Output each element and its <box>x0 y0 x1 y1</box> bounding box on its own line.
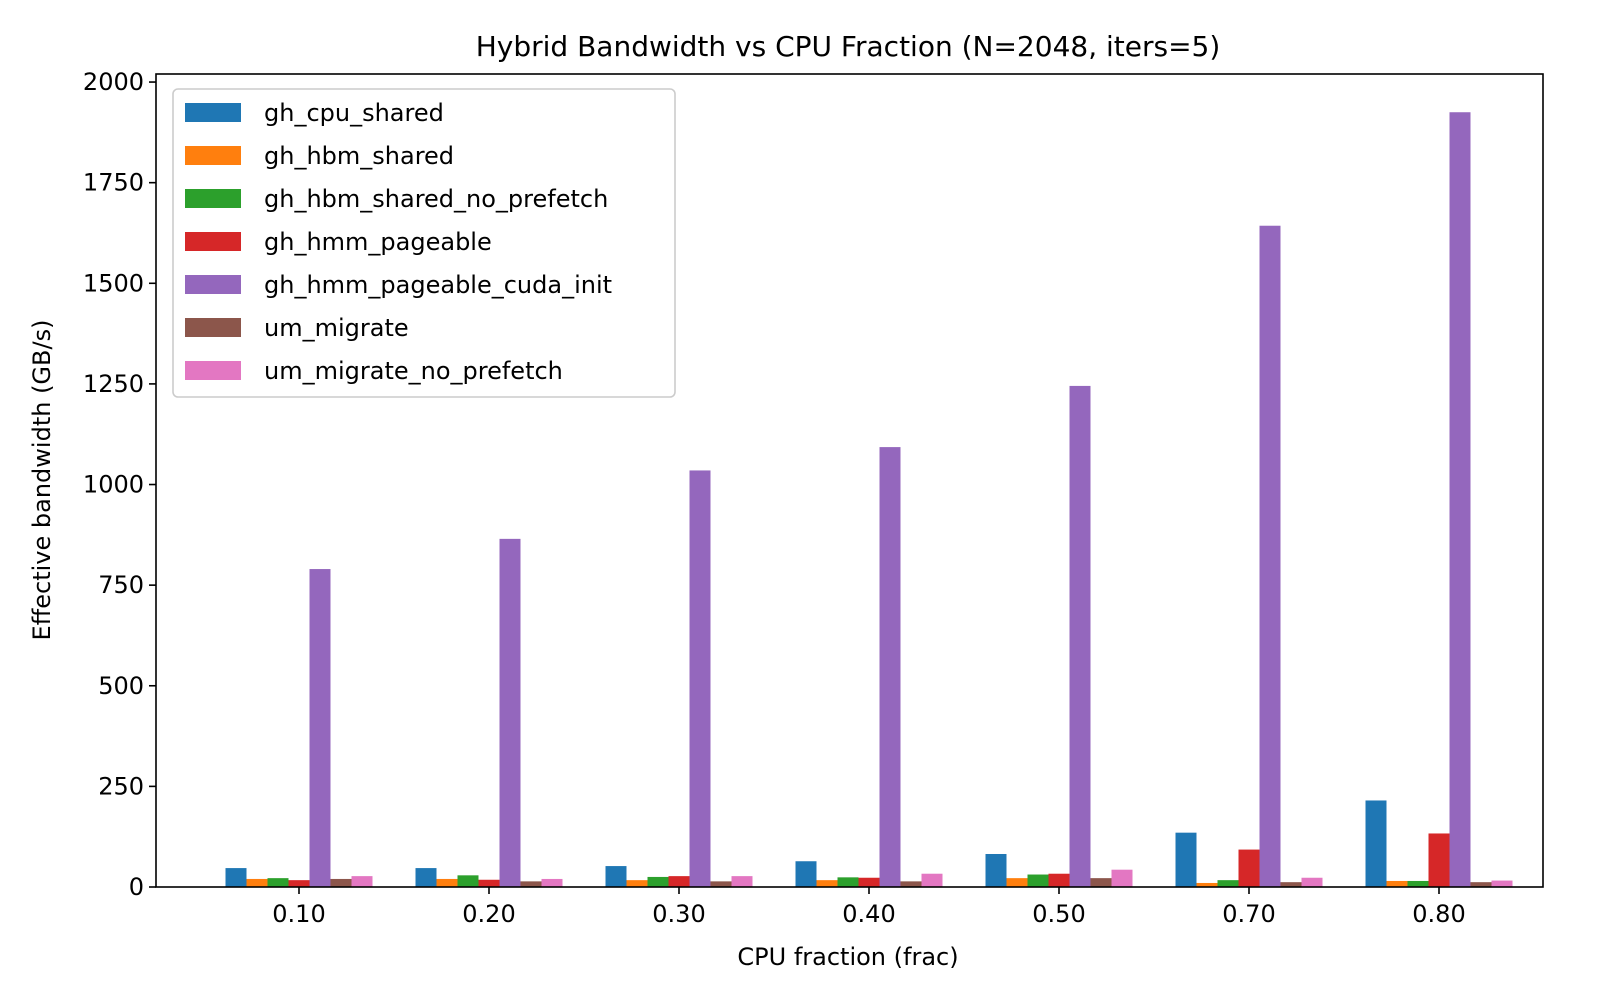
y-axis-label: Effective bandwidth (GB/s) <box>28 320 56 641</box>
chart-title: Hybrid Bandwidth vs CPU Fraction (N=2048… <box>476 30 1221 63</box>
bar-gh_hmm_pageable_cuda_init-0.50 <box>1069 385 1091 887</box>
x-tick-label: 0.20 <box>462 900 515 928</box>
legend-swatch-gh_cpu_shared <box>185 103 241 122</box>
bar-um_migrate-0.10 <box>330 878 352 887</box>
legend-label-gh_hmm_pageable: gh_hmm_pageable <box>264 228 492 256</box>
legend-swatch-gh_hbm_shared <box>185 146 241 165</box>
bar-gh_hmm_pageable_cuda_init-0.70 <box>1259 225 1281 888</box>
bar-gh_hmm_pageable_cuda_init-0.80 <box>1449 112 1471 887</box>
legend-label-gh_hmm_pageable_cuda_init: gh_hmm_pageable_cuda_init <box>264 271 612 299</box>
bar-gh_hbm_shared_no_prefetch-0.20 <box>457 875 479 887</box>
bar-gh_hbm_shared_no_prefetch-0.10 <box>267 878 289 887</box>
bar-gh_hmm_pageable-0.30 <box>668 876 690 887</box>
bar-gh_hmm_pageable-0.40 <box>858 877 880 887</box>
bar-um_migrate_no_prefetch-0.20 <box>541 878 563 887</box>
legend-label-gh_hbm_shared_no_prefetch: gh_hbm_shared_no_prefetch <box>264 185 608 213</box>
bar-um_migrate_no_prefetch-0.10 <box>351 876 373 887</box>
bar-gh_hmm_pageable-0.10 <box>288 880 310 887</box>
bar-gh_cpu_shared-0.30 <box>605 866 627 887</box>
bar-gh_hmm_pageable-0.50 <box>1048 873 1070 887</box>
legend-box <box>172 88 676 398</box>
y-tick-label: 1500 <box>83 269 144 297</box>
x-tick-label: 0.80 <box>1412 900 1465 928</box>
bar-gh_hmm_pageable_cuda_init-0.40 <box>879 447 901 887</box>
bar-gh_hbm_shared_no_prefetch-0.30 <box>647 876 669 887</box>
bar-um_migrate_no_prefetch-0.70 <box>1301 877 1323 887</box>
plot-frame <box>155 73 1544 888</box>
legend-label-um_migrate: um_migrate <box>264 314 409 342</box>
legend-swatch-gh_hmm_pageable_cuda_init <box>185 275 241 294</box>
legend-label-gh_hbm_shared: gh_hbm_shared <box>264 142 454 170</box>
y-tick-label: 1750 <box>83 169 144 197</box>
y-tick-label: 750 <box>98 571 144 599</box>
bar-gh_hbm_shared-0.10 <box>246 878 268 887</box>
bar-gh_hbm_shared-0.80 <box>1386 880 1408 887</box>
bar-gh_cpu_shared-0.50 <box>985 853 1007 887</box>
bar-um_migrate-0.30 <box>710 881 732 887</box>
bar-gh_hmm_pageable_cuda_init-0.20 <box>499 538 521 887</box>
bar-um_migrate_no_prefetch-0.80 <box>1491 880 1513 887</box>
bar-gh_cpu_shared-0.40 <box>795 861 817 887</box>
bar-gh_hmm_pageable-0.80 <box>1428 833 1450 887</box>
y-tick-label: 2000 <box>83 68 144 96</box>
legend-label-gh_cpu_shared: gh_cpu_shared <box>264 99 444 127</box>
bar-gh_hmm_pageable-0.70 <box>1238 849 1260 887</box>
x-axis-ticks: 0.10 0.20 0.30 0.40 0.50 0.70 0.80 <box>272 887 1466 928</box>
legend: gh_cpu_shared gh_hbm_shared gh_hbm_shared_… <box>172 88 676 398</box>
y-axis-ticks: 0 250 500 750 1000 1250 1500 1750 2000 <box>83 68 156 901</box>
bar-gh_hmm_pageable_cuda_init-0.30 <box>689 470 711 887</box>
bar-gh_cpu_shared-0.10 <box>225 868 247 887</box>
bar-gh_hbm_shared-0.40 <box>816 880 838 887</box>
x-tick-label: 0.40 <box>842 900 895 928</box>
bar-gh_cpu_shared-0.20 <box>415 868 437 887</box>
y-tick-label: 250 <box>98 772 144 800</box>
legend-label-um_migrate_no_prefetch: um_migrate_no_prefetch <box>264 357 563 385</box>
bar-gh_hbm_shared_no_prefetch-0.50 <box>1027 874 1049 887</box>
legend-swatch-gh_hbm_shared_no_prefetch <box>185 189 241 208</box>
bar-um_migrate-0.50 <box>1090 878 1112 887</box>
y-tick-label: 0 <box>129 873 144 901</box>
y-tick-label: 500 <box>98 672 144 700</box>
bar-um_migrate_no_prefetch-0.30 <box>731 876 753 887</box>
y-tick-label: 1000 <box>83 471 144 499</box>
x-tick-label: 0.70 <box>1222 900 1275 928</box>
bar-um_migrate-0.40 <box>900 881 922 887</box>
bar-um_migrate_no_prefetch-0.40 <box>921 873 943 887</box>
bar-gh_hbm_shared-0.20 <box>436 878 458 887</box>
x-tick-label: 0.50 <box>1032 900 1085 928</box>
bar-gh_hbm_shared_no_prefetch-0.70 <box>1217 880 1239 887</box>
bar-um_migrate-0.80 <box>1470 882 1492 887</box>
bar-gh_hmm_pageable_cuda_init-0.10 <box>309 569 331 887</box>
x-tick-label: 0.10 <box>272 900 325 928</box>
y-tick-label: 1250 <box>83 370 144 398</box>
legend-swatch-gh_hmm_pageable <box>185 232 241 251</box>
bar-gh_hbm_shared-0.70 <box>1196 882 1218 887</box>
x-tick-label: 0.30 <box>652 900 705 928</box>
legend-swatch-um_migrate <box>185 318 241 337</box>
bar-um_migrate_no_prefetch-0.50 <box>1111 869 1133 887</box>
bar-gh_cpu_shared-0.70 <box>1175 832 1197 887</box>
bar-gh_hbm_shared-0.50 <box>1006 878 1028 887</box>
legend-swatch-um_migrate_no_prefetch <box>185 361 241 380</box>
bars-layer <box>225 112 1513 888</box>
bar-um_migrate-0.70 <box>1280 882 1302 887</box>
x-axis-label: CPU fraction (frac) <box>737 943 958 971</box>
bar-gh_hbm_shared_no_prefetch-0.80 <box>1407 880 1429 887</box>
bar-gh_hbm_shared-0.30 <box>626 880 648 887</box>
bar-gh_hmm_pageable-0.20 <box>478 879 500 887</box>
bar-gh_hbm_shared_no_prefetch-0.40 <box>837 877 859 887</box>
bar-gh_cpu_shared-0.80 <box>1365 800 1387 887</box>
bar-um_migrate-0.20 <box>520 881 542 887</box>
